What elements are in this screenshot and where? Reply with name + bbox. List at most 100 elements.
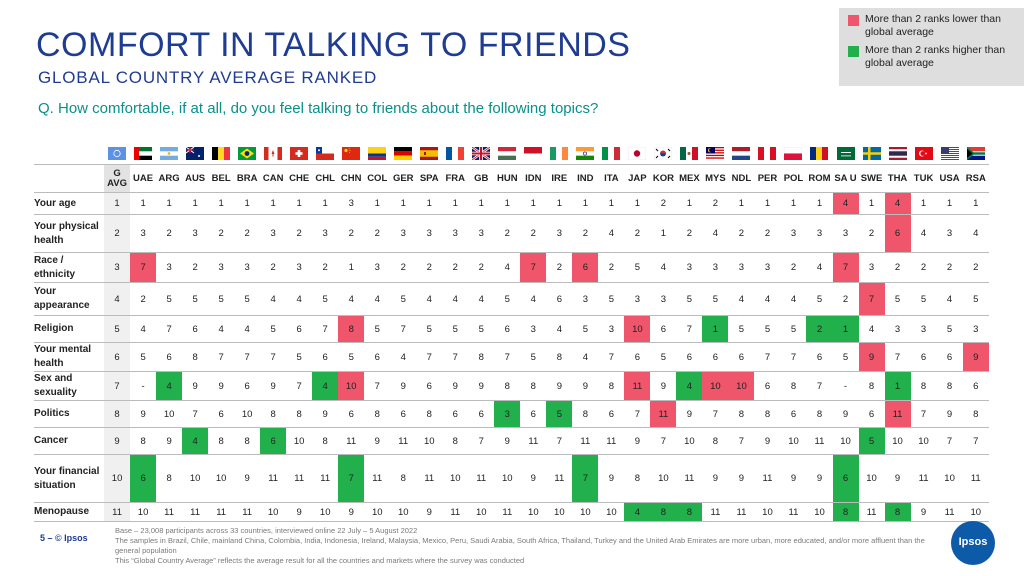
flag-cell [702, 143, 728, 165]
rank-cell: 9 [364, 427, 391, 455]
rank-cell: 2 [104, 214, 131, 253]
rank-cell: 2 [156, 214, 183, 253]
rank-cell: 8 [390, 454, 417, 503]
column-header: MYS [702, 164, 729, 193]
rank-cell: 1 [676, 192, 703, 215]
rank-cell: 2 [416, 252, 443, 283]
rank-cell: 10 [546, 502, 573, 522]
rank-cell: 10 [676, 427, 703, 455]
rank-cell: 11 [910, 454, 937, 503]
rank-cell: 3 [676, 252, 703, 283]
rank-cell: 8 [572, 400, 599, 428]
rank-cell: 11 [546, 454, 573, 503]
rank-cell: 8 [442, 427, 469, 455]
rank-cell: 9 [962, 342, 989, 372]
rank-cell: 8 [936, 371, 963, 401]
rank-cell: 4 [936, 282, 963, 316]
rank-cell: 4 [728, 282, 755, 316]
flag-row [34, 143, 989, 165]
rank-cell: 6 [468, 400, 495, 428]
flag-cell [494, 143, 520, 165]
rank-cell: 1 [312, 192, 339, 215]
column-header: FRA [442, 164, 469, 193]
legend-low-swatch [848, 15, 859, 26]
rank-cell: 7 [884, 342, 911, 372]
rank-cell: 11 [442, 502, 469, 522]
se-flag-icon [862, 146, 881, 160]
rank-cell: 5 [468, 315, 495, 343]
rank-cell: 7 [598, 342, 625, 372]
rank-cell: 5 [156, 282, 183, 316]
rank-cell: 4 [286, 282, 313, 316]
flag-cell [859, 143, 885, 165]
flag-cell [260, 143, 286, 165]
rank-cell: 7 [624, 400, 651, 428]
rank-cell: 3 [598, 315, 625, 343]
legend-high-swatch [848, 46, 859, 57]
rank-cell: 3 [390, 214, 417, 253]
rank-cell: 2 [936, 252, 963, 283]
rank-cell: 11 [884, 400, 911, 428]
rank-cell: 2 [208, 214, 235, 253]
rank-cell: 2 [910, 252, 937, 283]
ie-flag-icon [550, 146, 569, 160]
rank-cell: 11 [312, 454, 339, 503]
de-flag-icon [394, 146, 413, 160]
rank-cell: 2 [806, 315, 833, 343]
table-row: Politics 8 9 10 7 6 10 8 8 9 6 8 6 8 6 6 3 6 5 8 6 7 11 9 7 8 8 6 8 9… [34, 400, 989, 428]
rank-cell: 4 [364, 282, 391, 316]
flag-cell [754, 143, 780, 165]
rank-cell: 9 [286, 502, 313, 522]
rank-cell: 1 [156, 192, 183, 215]
rank-cell: 9 [806, 454, 833, 503]
rank-cell: 7 [806, 371, 833, 401]
rank-cell: 6 [572, 252, 599, 283]
rank-cell: 10 [234, 400, 261, 428]
legend: More than 2 ranks lower than global aver… [839, 8, 1024, 86]
rank-cell: 10 [832, 427, 859, 455]
rank-cell: 9 [546, 371, 573, 401]
rank-cell: 3 [572, 282, 599, 316]
rank-cell: 8 [312, 427, 339, 455]
rank-cell: 7 [156, 315, 183, 343]
rank-cell: 10 [338, 371, 365, 401]
table-row: Cancer 9 8 9 4 8 8 6 10 8 11 9 11 10 8 7 9 11 7 11 11 9 7 10 8 7 9… [34, 427, 989, 455]
rank-cell: 3 [416, 214, 443, 253]
rank-cell: 7 [338, 454, 365, 503]
rank-cell: 10 [624, 315, 651, 343]
column-header: SPA [416, 164, 443, 193]
rank-cell: 6 [780, 400, 807, 428]
rank-cell: 10 [208, 454, 235, 503]
rank-cell: 8 [806, 400, 833, 428]
rank-cell: 4 [260, 282, 287, 316]
rank-cell: 11 [260, 454, 287, 503]
footnote-base: Base – 23,008 participants across 33 cou… [115, 526, 418, 535]
flag-cell [208, 143, 234, 165]
rank-cell: 2 [650, 192, 677, 215]
cl-flag-icon [316, 146, 335, 160]
page-title: COMFORT IN TALKING TO FRIENDS [36, 26, 631, 64]
rank-cell: 3 [936, 214, 963, 253]
rank-cell: 7 [364, 371, 391, 401]
rank-cell: 10 [416, 427, 443, 455]
rank-cell: 11 [728, 502, 755, 522]
rank-cell: 3 [780, 214, 807, 253]
pl-flag-icon [784, 146, 803, 160]
rank-cell: 6 [130, 454, 157, 503]
rank-cell: 9 [312, 400, 339, 428]
rank-cell: 11 [754, 454, 781, 503]
rank-cell: 7 [312, 315, 339, 343]
rank-cell: 2 [598, 252, 625, 283]
header-row: G AVG UAE ARG AUS BEL BRA CAN CHE CHL CHN COL GER SP… [34, 164, 989, 193]
rank-cell: 4 [858, 315, 885, 343]
rank-cell: 11 [390, 427, 417, 455]
rank-cell: 11 [208, 502, 235, 522]
column-header: COL [364, 164, 391, 193]
rank-cell: 3 [624, 282, 651, 316]
rank-cell: 7 [702, 400, 729, 428]
rank-cell: 9 [910, 502, 937, 522]
rank-cell: 5 [910, 282, 937, 316]
rank-cell: 8 [780, 371, 807, 401]
be-flag-icon [212, 146, 231, 160]
rank-cell: 11 [806, 427, 833, 455]
